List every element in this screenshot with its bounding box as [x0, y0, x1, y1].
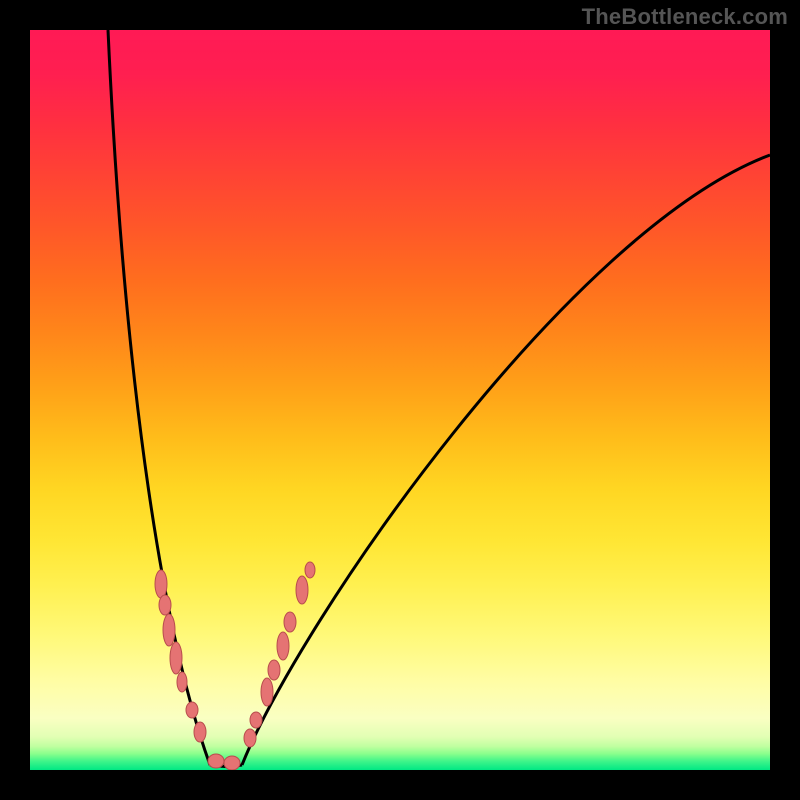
curve-marker [305, 562, 315, 578]
curve-marker [224, 756, 240, 770]
curve-marker [250, 712, 262, 728]
bottleneck-chart [30, 30, 770, 770]
curve-marker [170, 642, 182, 674]
curve-marker [177, 672, 187, 692]
curve-marker [186, 702, 198, 718]
watermark-text: TheBottleneck.com [582, 4, 788, 30]
curve-marker [244, 729, 256, 747]
left-curve [108, 30, 210, 765]
curve-marker [163, 614, 175, 646]
curve-marker [268, 660, 280, 680]
curve-marker [208, 754, 224, 768]
curve-marker [284, 612, 296, 632]
curve-marker [296, 576, 308, 604]
curve-marker [194, 722, 206, 742]
curve-marker [277, 632, 289, 660]
curve-marker [159, 595, 171, 615]
plot-area [30, 30, 770, 770]
curve-marker [261, 678, 273, 706]
right-curve [242, 155, 770, 765]
curve-marker [155, 570, 167, 598]
